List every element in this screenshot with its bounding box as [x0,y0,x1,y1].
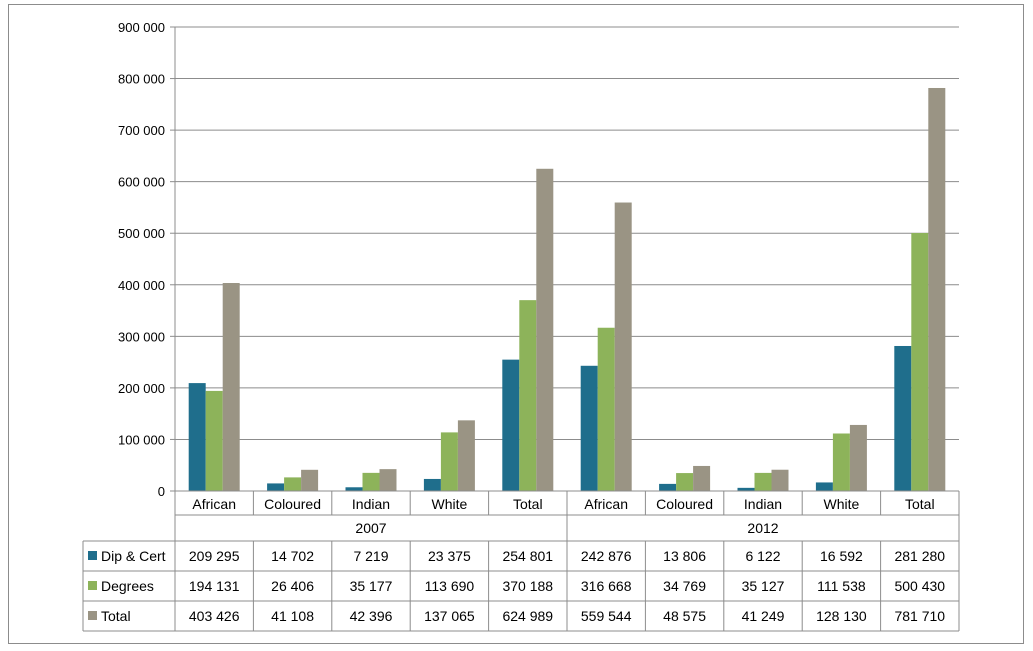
bar-chart: 0 100 000 200 000 300 000 400 000 500 000 600 … [82,20,960,632]
bar [205,390,223,491]
bar [457,420,475,491]
legend-swatch [88,551,97,560]
bar [737,487,755,491]
data-label: 500 430 [894,578,945,594]
data-label: 209 295 [189,548,240,564]
y-tick-label: 0 [158,484,165,499]
bar [362,472,380,491]
legend-swatch [88,581,97,590]
x-tick-label: Indian [744,496,782,512]
data-label: 316 668 [581,578,632,594]
bar [815,482,833,491]
bar [267,483,285,491]
data-label: 35 127 [742,578,785,594]
legend-label: Total [101,608,131,624]
data-label: 42 396 [350,608,393,624]
data-label: 34 769 [663,578,706,594]
bar [894,345,912,491]
data-label: 370 188 [502,578,553,594]
bar [754,472,772,491]
y-tick-label: 600 000 [118,175,165,190]
data-label: 13 806 [663,548,706,564]
data-label: 23 375 [428,548,471,564]
bar [345,487,363,491]
group-label: 2012 [747,520,778,536]
bar [849,424,867,491]
legend-swatch [88,611,97,620]
group-label: 2007 [355,520,386,536]
y-tick-label: 400 000 [118,278,165,293]
data-label: 14 702 [271,548,314,564]
data-label: 113 690 [425,578,475,594]
data-label: 281 280 [894,548,945,564]
bar [222,283,240,491]
data-label: 559 544 [581,608,632,624]
data-label: 16 592 [820,548,863,564]
x-tick-label: African [584,496,628,512]
bar [928,87,946,491]
bar [188,383,206,491]
data-label: 403 426 [189,608,240,624]
x-tick-label: African [192,496,236,512]
bar [832,433,850,491]
bar [580,365,598,491]
x-tick-label: Indian [352,496,390,512]
bar [693,465,711,491]
data-label: 26 406 [271,578,314,594]
data-label: 242 876 [581,548,632,564]
y-tick-label: 200 000 [118,381,165,396]
bar [614,202,632,491]
chart-frame: 0 100 000 200 000 300 000 400 000 500 000 600 … [8,4,1024,644]
data-label: 128 130 [816,608,867,624]
legend-label: Dip & Cert [101,548,166,564]
bar [659,483,677,491]
bar [519,300,537,491]
x-tick-label: White [824,496,860,512]
x-tick-label: Total [905,496,935,512]
x-tick-label: Total [513,496,543,512]
y-tick-label: 500 000 [118,226,165,241]
bar [911,233,929,491]
legend-label: Degrees [101,578,154,594]
x-tick-label: Coloured [656,496,713,512]
data-label: 194 131 [189,578,240,594]
bar [440,432,458,491]
data-label: 111 538 [817,578,866,594]
data-label: 7 219 [353,548,388,564]
bar [379,469,397,491]
bar [284,477,302,491]
bar [676,473,694,491]
y-tick-label: 900 000 [118,20,165,35]
y-tick-label: 800 000 [118,72,165,87]
x-tick-label: Coloured [264,496,321,512]
data-label: 6 122 [745,548,780,564]
bar [423,478,441,491]
data-label: 48 575 [663,608,706,624]
bar [536,168,554,491]
data-label: 254 801 [502,548,553,564]
x-tick-label: White [432,496,468,512]
bar [771,469,789,491]
data-label: 41 108 [271,608,314,624]
y-tick-label: 700 000 [118,123,165,138]
y-tick-label: 300 000 [118,329,165,344]
data-label: 137 065 [424,608,475,624]
bar [597,327,615,491]
data-label: 41 249 [742,608,785,624]
data-label: 624 989 [502,608,553,624]
data-label: 781 710 [894,608,945,624]
bar [502,359,520,491]
bar [301,469,319,491]
data-label: 35 177 [350,578,393,594]
y-tick-label: 100 000 [118,432,165,447]
